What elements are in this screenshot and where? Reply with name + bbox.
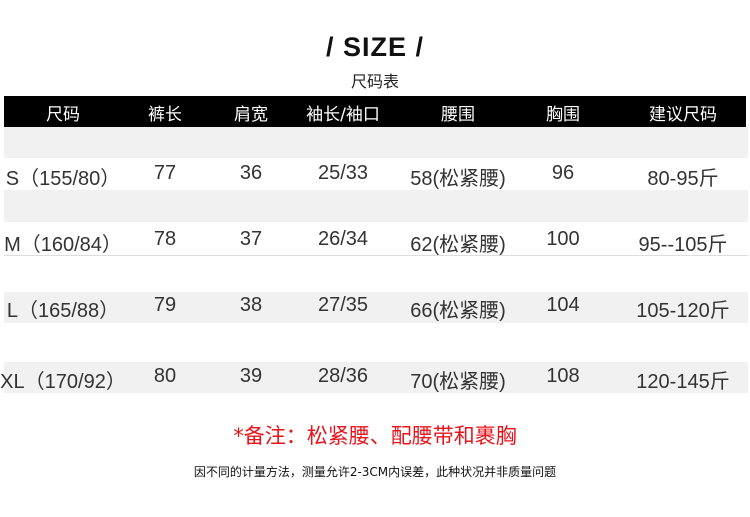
- stripe: [4, 127, 748, 158]
- table-cell: 100: [546, 228, 580, 250]
- table-cell: 77: [153, 162, 177, 184]
- table-cell: 79: [153, 294, 177, 316]
- note: *备注：松紧腰、配腰带和裹胸: [233, 424, 517, 448]
- column-header: 尺码: [46, 105, 80, 125]
- table-cell: 80: [153, 365, 177, 387]
- column-header: 肩宽: [234, 105, 268, 125]
- table-cell: 25/33: [317, 162, 369, 184]
- table-cell: 62(松紧腰): [410, 234, 506, 256]
- table-cell: XL（170/92）: [0, 371, 126, 393]
- column-header: 袖长/袖口: [306, 105, 380, 125]
- table-cell: 66(松紧腰): [410, 300, 506, 322]
- divider: [4, 255, 748, 256]
- stripe: [4, 190, 748, 222]
- column-header: 腰围: [441, 105, 475, 125]
- table-header: 尺码 裤长 肩宽 袖长/袖口 腰围 胸围 建议尺码: [4, 96, 746, 127]
- table-cell: 108: [546, 365, 580, 387]
- table-cell: 95--105斤: [638, 234, 728, 256]
- stripe: [4, 362, 748, 393]
- column-header: 建议尺码: [649, 105, 717, 125]
- footer-disclaimer: 因不同的计量方法，测量允许2-3CM内误差，此种状况并非质量问题: [193, 465, 557, 479]
- table-cell: 96: [551, 162, 575, 184]
- table-cell: 26/34: [317, 228, 369, 250]
- table-cell: M（160/84）: [4, 234, 122, 256]
- table-cell: L（165/88）: [6, 300, 120, 322]
- table-cell: 104: [546, 294, 580, 316]
- table-cell: 39: [239, 365, 263, 387]
- table-cell: 105-120斤: [636, 300, 730, 322]
- column-header: 胸围: [546, 105, 580, 125]
- column-header: 裤长: [148, 105, 182, 125]
- table-cell: 28/36: [317, 365, 369, 387]
- table-cell: 38: [239, 294, 263, 316]
- subtitle: 尺码表: [350, 72, 399, 91]
- table-cell: 80-95斤: [647, 168, 719, 190]
- stripe: [4, 292, 748, 323]
- table-cell: 78: [153, 228, 177, 250]
- table-cell: S（155/80）: [5, 168, 121, 190]
- title: / SIZE /: [325, 32, 425, 62]
- table-cell: 36: [239, 162, 263, 184]
- table-cell: 58(松紧腰): [410, 168, 506, 190]
- table-cell: 70(松紧腰): [410, 371, 506, 393]
- table-cell: 120-145斤: [636, 371, 730, 393]
- table-cell: 27/35: [317, 294, 369, 316]
- table-cell: 37: [239, 228, 263, 250]
